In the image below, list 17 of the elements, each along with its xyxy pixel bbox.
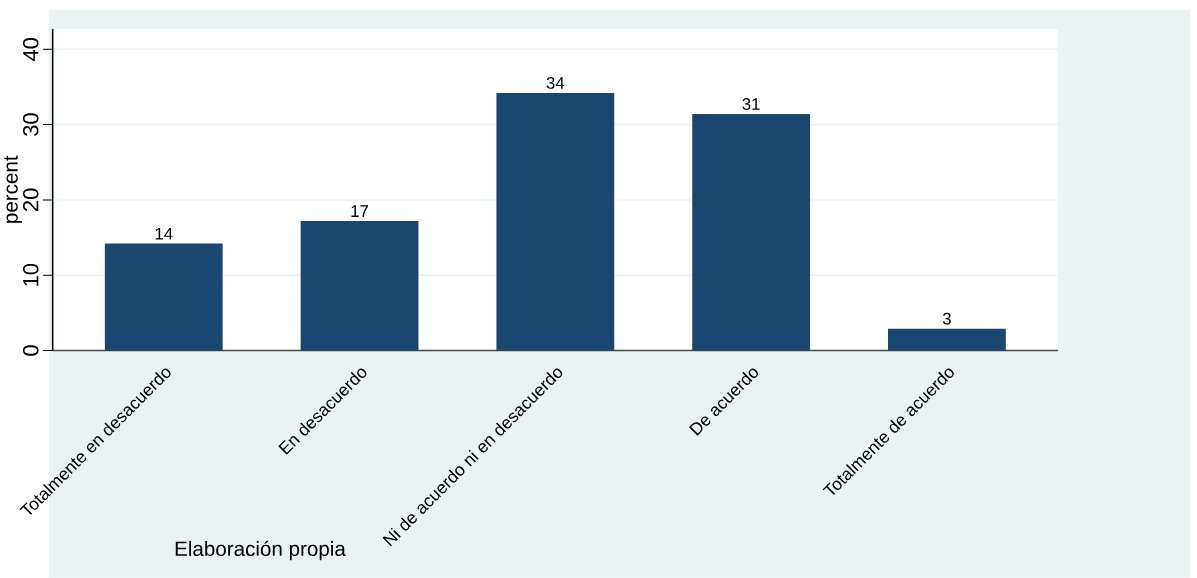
y-tick-label: 0 [22,345,39,356]
bar [104,243,223,351]
data-label: 3 [942,312,951,325]
y-tick-label: 20 [22,188,39,211]
bar [496,92,615,351]
data-label: 17 [351,205,368,217]
y-tick-label: 30 [22,113,39,136]
data-label: 34 [546,76,565,89]
bar [300,220,419,351]
data-label: 31 [742,97,760,110]
y-axis-title: percent [4,155,22,223]
y-tick-label: 10 [22,263,39,286]
bar [888,328,1006,351]
text: Elaboración propia [175,540,346,560]
y-tick-label: 40 [22,37,39,61]
data-label: 14 [155,227,173,240]
bar [692,113,811,351]
